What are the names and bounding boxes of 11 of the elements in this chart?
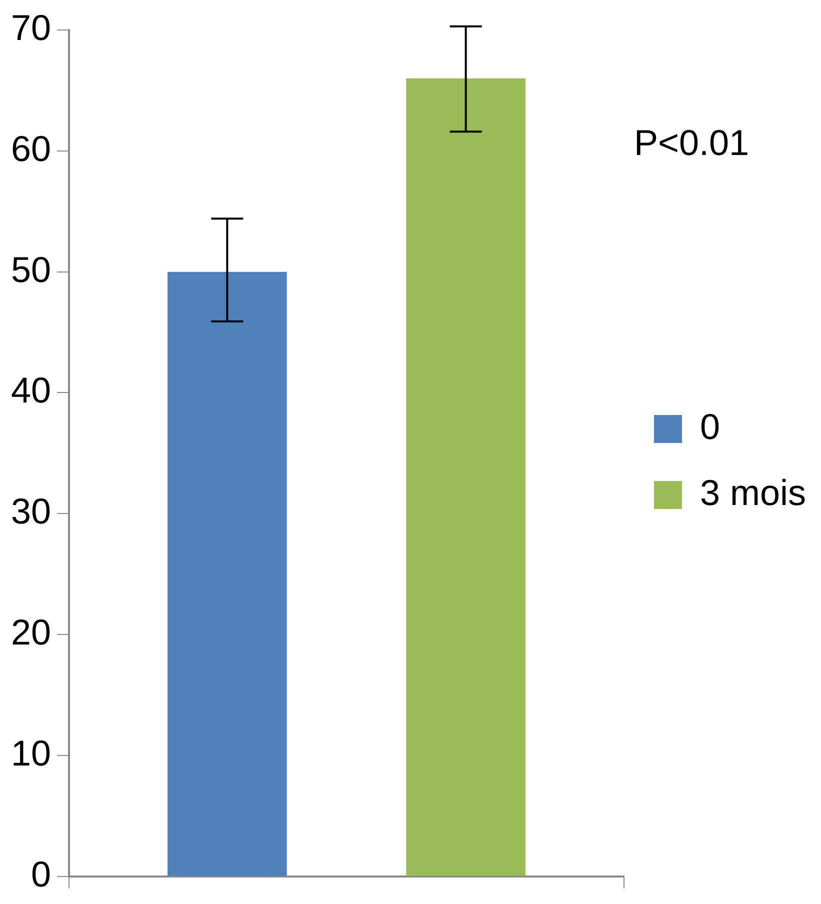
y-tick-label: 50 bbox=[10, 248, 52, 290]
y-tick-label: 0 bbox=[31, 853, 52, 894]
y-tick-label: 30 bbox=[10, 490, 52, 532]
legend-label: 0 bbox=[700, 406, 720, 447]
y-tick-label: 10 bbox=[10, 732, 52, 774]
y-tick-label: 60 bbox=[10, 128, 52, 169]
legend-label: 3 mois bbox=[700, 472, 806, 513]
y-tick-label: 20 bbox=[10, 611, 52, 652]
text: P<0.01 bbox=[634, 122, 750, 163]
y-tick-label: 40 bbox=[10, 370, 52, 411]
y-tick-label: 70 bbox=[10, 6, 52, 48]
